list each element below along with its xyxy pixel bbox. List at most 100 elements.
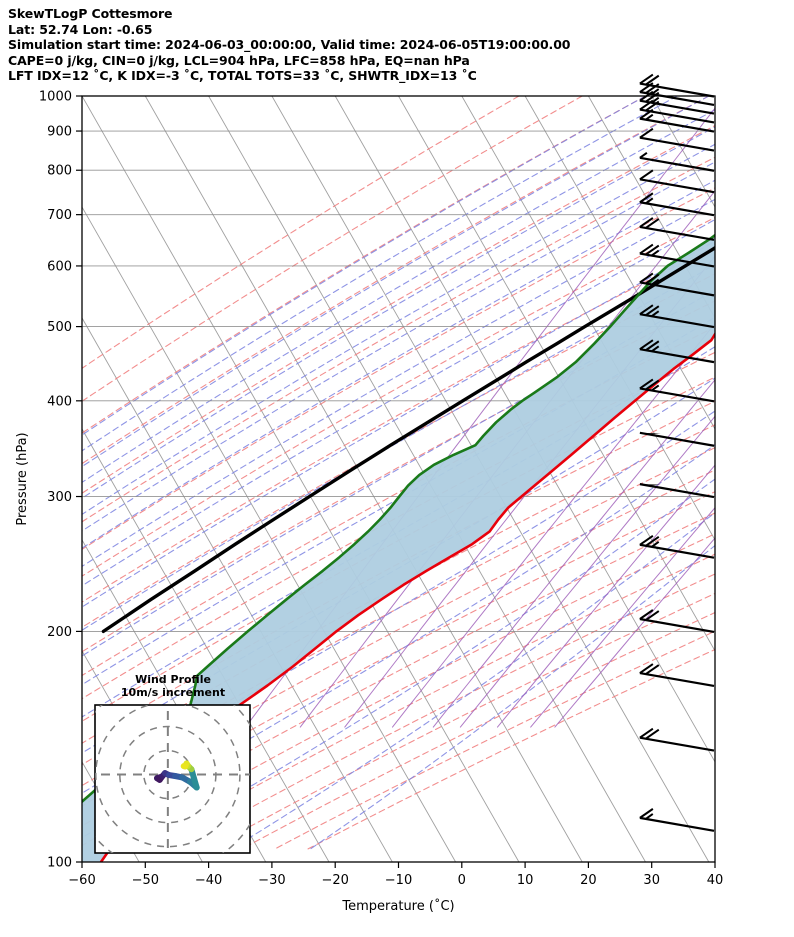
wind-barb [639,609,715,633]
wind-barb [639,431,715,447]
moist-adiabat-line [144,478,715,850]
pressure-tick-label: 700 [47,208,72,223]
moist-adiabat-line [309,544,715,850]
plot-curves [0,96,794,862]
moist-adiabat-line [82,410,715,794]
pressure-tick-label: 800 [47,164,72,179]
moist-adiabat-line [82,126,715,499]
mixing-ratio-line [459,415,715,728]
moist-adiabat-line [230,512,715,850]
moist-adiabat-line [82,161,715,532]
temperature-profile-line [99,331,715,862]
figure-header: SkewTLogP Cottesmore Lat: 52.74 Lon: -0.… [8,6,788,84]
wind-barb [639,483,715,499]
temperature-tick-label: −10 [385,873,412,888]
dry-adiabat-line [82,446,715,787]
isotherm-line [778,96,794,862]
isotherm-line [524,96,715,430]
wind-barb [639,108,715,133]
moist-adiabat-line [82,96,647,436]
isotherm-line [144,96,583,862]
wind-barb [639,73,715,98]
pressure-tick-label: 600 [47,259,72,274]
temperature-tick-label: 0 [458,873,466,888]
header-indices-1: CAPE=0 j/kg, CIN=0 j/kg, LCL=904 hPa, LF… [8,52,470,68]
pressure-tick-label: 200 [47,625,72,640]
moist-adiabat-line [82,109,715,484]
moist-adiabat-line [82,240,715,608]
wind-barb [639,99,715,124]
wind-barb [639,378,715,403]
mixing-ratio-line [392,322,715,728]
wind-barb [639,808,715,832]
dry-adiabat-line [82,187,715,551]
temperature-tick-label: 40 [707,873,724,888]
dewpoint-profile-line [82,233,715,804]
wind-barb-column [639,73,715,832]
isotherm-line [82,206,457,862]
dry-adiabat-line [82,326,715,677]
wind-barb [639,152,715,172]
wind-barb [639,217,715,241]
pressure-tick-label: 400 [47,394,72,409]
wind-barb [639,272,715,297]
moist-adiabat-line [82,96,678,452]
wind-barb [639,243,715,268]
isotherm-line [714,96,715,97]
isotherm-line [82,96,520,862]
isotherm-line [651,96,715,208]
dry-adiabat-line [82,424,715,766]
dry-adiabat-line [82,156,715,523]
pressure-tick-label: 100 [47,856,72,871]
saturation-shaded-area [82,235,715,862]
pressure-tick-label: 900 [47,125,72,140]
isotherm-line [0,96,13,862]
wind-barb [639,304,715,329]
wind-barb [639,534,715,559]
dry-adiabat-line [82,216,715,577]
wind-profile-subtitle: 10m/s increment [121,686,225,699]
temperature-tick-label: −60 [68,873,95,888]
dry-adiabat-line [82,491,715,827]
isotherm-line [82,317,393,862]
dry-adiabat-line [82,512,715,847]
parcel-trajectory-line [101,245,715,634]
isotherm-line [82,428,330,862]
isotherm-line [461,96,715,541]
wind-barb [639,339,715,364]
temperature-tick-label: −40 [195,873,222,888]
dry-adiabat-line [82,124,715,494]
x-axis-label: Temperature (˚C) [341,898,454,914]
mixing-ratio-line [497,464,715,728]
wind-barb [639,663,715,688]
dry-adiabat-line [82,300,715,653]
wind-barb [639,727,715,752]
dry-adiabat-line [82,351,715,700]
dry-adiabat-line [108,533,715,850]
moist-adiabat-line [82,316,715,686]
moist-adiabat-line [82,218,715,587]
temperature-tick-label: 20 [580,873,597,888]
dry-adiabat-line [82,469,715,807]
dry-adiabat-line [82,96,710,465]
moist-adiabat-line [82,96,710,468]
temperature-tick-label: −20 [321,873,348,888]
temperature-tick-label: 30 [643,873,660,888]
wind-barb [639,82,715,107]
isotherm-line [587,96,715,319]
moist-adiabat-line [82,198,715,568]
temperature-tick-label: −30 [258,873,285,888]
dry-adiabat-line [82,273,715,628]
wind-barb [639,127,715,152]
temperature-tick-label: −50 [132,873,159,888]
header-title: SkewTLogP Cottesmore [8,6,173,21]
pressure-tick-label: 500 [47,320,72,335]
isotherm-line [334,96,715,763]
wind-barb [639,169,715,194]
dry-adiabat-line [82,96,520,369]
isotherm-line [398,96,715,652]
temperature-tick-label: 10 [517,873,534,888]
